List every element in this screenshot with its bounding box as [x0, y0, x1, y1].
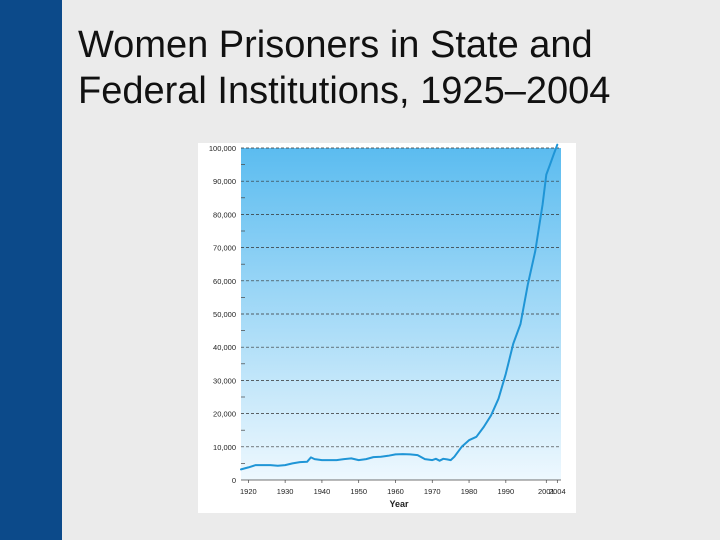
- line-chart: 0 10,000 20,000 30,000 40,000 50,000 60,000 70,…: [209, 143, 566, 509]
- y-tick-label: 60,000: [213, 277, 236, 286]
- x-tick-label: 1950: [350, 487, 367, 496]
- chart-card: 0 10,000 20,000 30,000 40,000 50,000 60,000 70,…: [198, 143, 576, 513]
- y-tick-label: 30,000: [213, 376, 236, 385]
- y-tick-label: 100,000: [209, 144, 236, 153]
- y-tick-label: 90,000: [213, 177, 236, 186]
- y-tick-label: 70,000: [213, 244, 236, 253]
- x-tick-label: 1930: [277, 487, 294, 496]
- y-tick-label: 10,000: [213, 443, 236, 452]
- x-tick-label: 1970: [424, 487, 441, 496]
- x-tick-label: 1920: [240, 487, 257, 496]
- x-tick-label: 1940: [314, 487, 331, 496]
- x-axis-title: Year: [389, 499, 409, 509]
- x-tick-label: 1990: [497, 487, 514, 496]
- x-tick-label: 2001: [538, 487, 555, 496]
- y-tick-label: 50,000: [213, 310, 236, 319]
- y-tick-label: 80,000: [213, 210, 236, 219]
- y-tick-label: 20,000: [213, 410, 236, 419]
- slide-title: Women Prisoners in State and Federal Ins…: [78, 24, 611, 112]
- y-tick-label: 0: [232, 476, 236, 485]
- series-line: [240, 143, 559, 471]
- x-tick-label: 1960: [387, 487, 404, 496]
- side-accent-bar: [0, 0, 62, 540]
- y-tick-label: 40,000: [213, 343, 236, 352]
- x-tick-label: 2004: [549, 487, 566, 496]
- x-tick-label: 1980: [461, 487, 478, 496]
